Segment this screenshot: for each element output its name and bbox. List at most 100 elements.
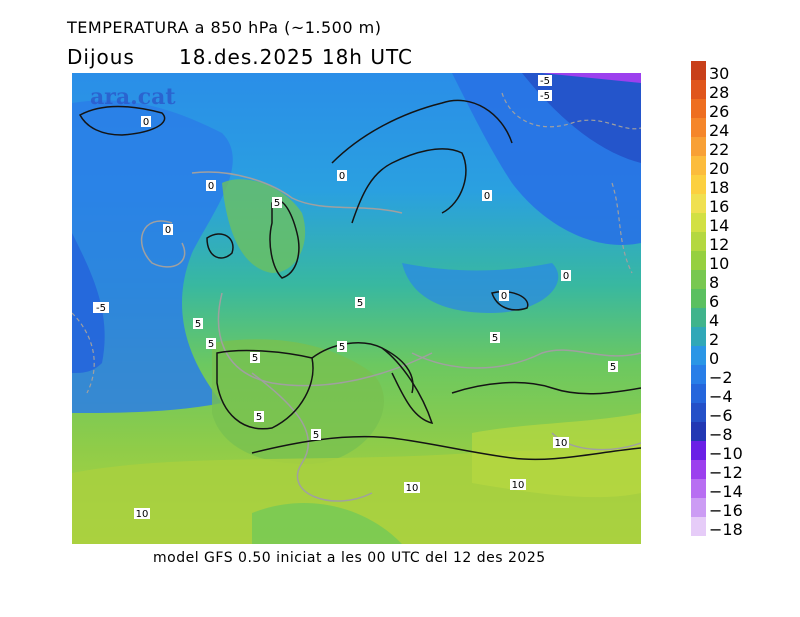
svg-text:10: 10: [512, 480, 525, 491]
date-time: 18.des.2025 18h UTC: [179, 45, 413, 69]
svg-text:5: 5: [195, 319, 201, 330]
isoline-label: 10: [553, 437, 569, 449]
legend-label: 26: [709, 102, 730, 121]
atlantic-cold-zone: [72, 100, 233, 413]
svg-text:10: 10: [555, 438, 568, 449]
legend-label: 0: [709, 349, 720, 368]
legend-swatch: [691, 99, 706, 118]
legend-label: −10: [709, 444, 743, 463]
legend-label: 6: [709, 292, 720, 311]
legend-label: −6: [709, 406, 733, 425]
legend-swatch: [691, 479, 706, 498]
legend-label: 18: [709, 178, 730, 197]
britain-coast: [269, 199, 300, 279]
legend-label: −18: [709, 520, 743, 539]
legend-swatch: [691, 137, 706, 156]
isoline-label: 0: [561, 270, 571, 282]
svg-text:-5: -5: [540, 76, 550, 87]
svg-text:0: 0: [563, 271, 569, 282]
legend-swatch: [691, 498, 706, 517]
valid-time: Dijous 18.des.2025 18h UTC: [67, 45, 413, 69]
legend-swatch: [691, 403, 706, 422]
legend-swatch: [691, 460, 706, 479]
legend-swatch: [691, 365, 706, 384]
isoline-label: 0: [206, 180, 216, 192]
svg-text:10: 10: [406, 483, 419, 494]
sahara-cool-zone: [252, 503, 402, 544]
ireland-coast: [206, 233, 234, 259]
legend-label: 28: [709, 83, 730, 102]
weekday: Dijous: [67, 45, 135, 69]
legend-label: 16: [709, 197, 730, 216]
isoline-label: 5: [608, 361, 618, 373]
balkans-coast: [451, 381, 641, 395]
svg-text:5: 5: [339, 342, 345, 353]
isoline-label: 5: [272, 197, 282, 209]
legend-swatch: [691, 175, 706, 194]
isoline-label: 5: [193, 318, 203, 330]
legend-swatch: [691, 213, 706, 232]
temperature-map: -5 -5 0 0 0 0 0 0 -5 0 5 5 5 5 5 5 5 5 5…: [72, 73, 641, 544]
isoline-label: -5: [538, 75, 552, 87]
svg-text:5: 5: [357, 298, 363, 309]
legend-swatch: [691, 232, 706, 251]
isoline-label: 5: [254, 411, 264, 423]
legend-swatch: [691, 61, 706, 80]
svg-text:0: 0: [143, 117, 149, 128]
eastern-europe-cold-zone: [402, 263, 559, 313]
legend-label: 14: [709, 216, 730, 235]
iceland-coast: [78, 105, 166, 136]
legend-swatch: [691, 118, 706, 137]
isoline-label: 5: [490, 332, 500, 344]
map-title: TEMPERATURA a 850 hPa (~1.500 m): [67, 18, 382, 37]
svg-text:0: 0: [208, 181, 214, 192]
svg-text:0: 0: [501, 291, 507, 302]
legend-label: 8: [709, 273, 720, 292]
svg-text:5: 5: [208, 339, 214, 350]
isoline-label: 5: [250, 352, 260, 364]
legend-label: 30: [709, 64, 730, 83]
svg-text:5: 5: [610, 362, 616, 373]
model-info: model GFS 0.50 iniciat a les 00 UTC del …: [153, 550, 546, 566]
legend-swatch: [691, 156, 706, 175]
legend-swatch: [691, 327, 706, 346]
isoline-label: 5: [311, 429, 321, 441]
legend-label: −4: [709, 387, 733, 406]
svg-text:10: 10: [136, 509, 149, 520]
legend-label: −12: [709, 463, 743, 482]
north-sea-coast: [351, 148, 467, 224]
svg-text:5: 5: [256, 412, 262, 423]
legend-swatch: [691, 346, 706, 365]
svg-text:5: 5: [252, 353, 258, 364]
legend-label: 20: [709, 159, 730, 178]
isoline-label: 5: [355, 297, 365, 309]
isoline-label-layer: -5 -5 0 0 0 0 0 0 -5 0 5 5 5 5 5 5 5 5 5…: [93, 75, 618, 520]
britain-warm-zone: [222, 179, 306, 273]
legend-swatch: [691, 270, 706, 289]
legend-swatch: [691, 517, 706, 536]
legend-label: 10: [709, 254, 730, 273]
iberia-coast: [216, 349, 314, 430]
isoline-label: 10: [134, 508, 150, 520]
legend-label: −8: [709, 425, 733, 444]
scandinavia-coast: [331, 99, 513, 164]
aracat-logo: ara.cat: [90, 84, 176, 110]
iberia-warm-zone: [212, 339, 384, 464]
arctic-purple-zone: [542, 73, 641, 83]
legend-swatch: [691, 308, 706, 327]
legend-label: 4: [709, 311, 720, 330]
svg-text:5: 5: [274, 198, 280, 209]
legend-swatch: [691, 194, 706, 213]
legend-swatch: [691, 384, 706, 403]
eastern-mediterranean-warm-zone: [472, 413, 641, 498]
isoline-label: 0: [499, 290, 509, 302]
legend-label: 2: [709, 330, 720, 349]
legend-swatch: [691, 80, 706, 99]
svg-text:0: 0: [339, 171, 345, 182]
legend-label: 12: [709, 235, 730, 254]
svg-text:-5: -5: [540, 91, 550, 102]
legend-label: 22: [709, 140, 730, 159]
isoline-label: 10: [510, 479, 526, 491]
coastlines: [78, 99, 641, 461]
